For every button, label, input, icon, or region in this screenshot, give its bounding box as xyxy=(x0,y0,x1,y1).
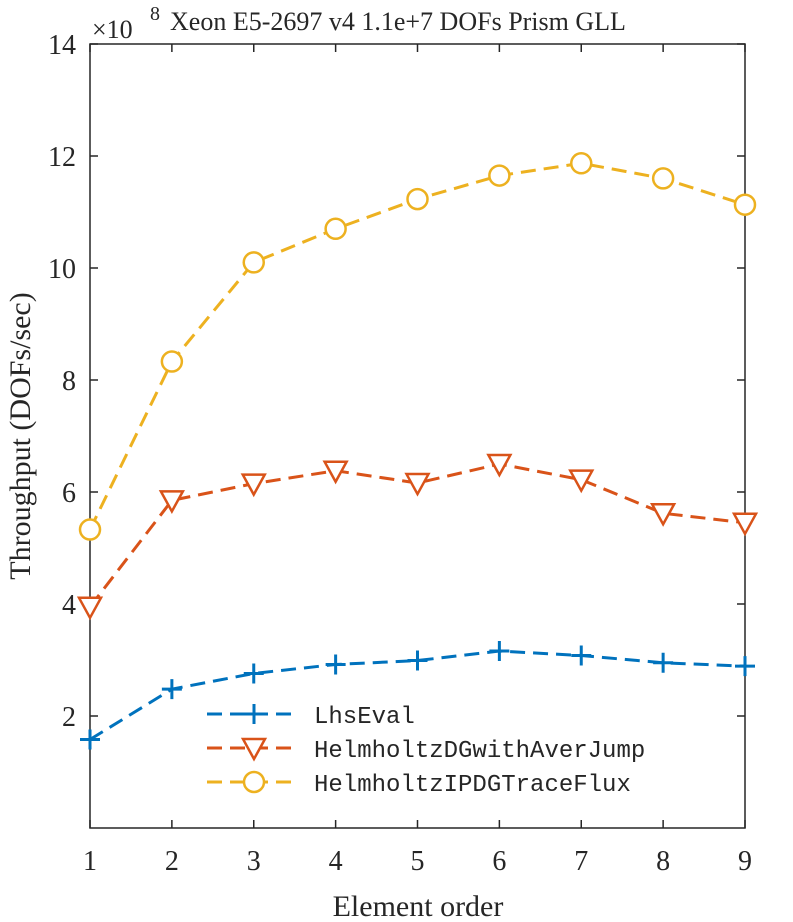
series-line-helmholtzdgwithaverjump xyxy=(88,462,746,608)
x-tick-label: 6 xyxy=(492,846,506,877)
data-point-helmholtzipdgtraceflux xyxy=(160,350,184,373)
data-point-lhseval xyxy=(80,729,100,750)
data-point-helmholtzipdgtraceflux xyxy=(324,217,347,241)
exponent-base: ×10 xyxy=(92,15,133,44)
y-axis-label: Throughput (DOFs/sec) xyxy=(4,292,37,579)
data-point-lhseval xyxy=(325,654,346,675)
data-point-helmholtzdgwithaverjump xyxy=(568,469,595,494)
chart-title: Xeon E5-2697 v4 1.1e+7 DOFs Prism GLL xyxy=(170,7,626,36)
x-tick-label: 9 xyxy=(738,846,752,877)
data-point-helmholtzdgwithaverjump xyxy=(486,453,513,478)
y-tick-label: 8 xyxy=(62,366,76,397)
data-point-lhseval xyxy=(653,652,674,673)
x-tick-label: 5 xyxy=(411,846,425,877)
x-tick-label: 8 xyxy=(656,846,670,877)
y-tick-label: 2 xyxy=(62,702,76,733)
data-point-helmholtzipdgtraceflux xyxy=(406,187,429,211)
legend-label-helmholtzdgwithaverjump: HelmholtzDGwithAverJump xyxy=(314,738,645,765)
exponent-power: 8 xyxy=(150,3,160,25)
legend-marker-helmholtzipdgtraceflux xyxy=(242,770,266,794)
data-point-helmholtzdgwithaverjump xyxy=(650,503,677,527)
y-tick-label: 6 xyxy=(62,478,76,509)
data-point-lhseval xyxy=(735,656,755,677)
data-point-lhseval xyxy=(489,641,510,662)
data-point-lhseval xyxy=(243,663,264,684)
x-tick-label: 3 xyxy=(247,846,261,877)
data-point-helmholtzdgwithaverjump xyxy=(731,512,759,537)
y-tick-label: 10 xyxy=(48,254,76,285)
series-lhseval xyxy=(80,641,755,750)
data-point-lhseval xyxy=(571,645,592,666)
data-point-lhseval xyxy=(407,650,428,671)
plot-frame xyxy=(89,43,746,829)
data-point-helmholtzipdgtraceflux xyxy=(733,193,757,216)
data-point-lhseval xyxy=(161,679,182,700)
x-tick-label: 4 xyxy=(329,846,343,877)
legend-marker-lhseval xyxy=(244,704,264,724)
data-point-helmholtzipdgtraceflux xyxy=(242,251,265,274)
series-line-lhseval xyxy=(89,649,746,741)
y-tick-label: 4 xyxy=(62,590,76,621)
series-helmholtzdgwithaverjump xyxy=(76,453,759,621)
legend-marker-helmholtzdgwithaverjump xyxy=(240,737,268,762)
data-point-helmholtzdgwithaverjump xyxy=(240,473,267,498)
series-layer xyxy=(76,152,759,750)
x-tick-label: 7 xyxy=(574,846,588,877)
legend-label-lhseval: LhsEval xyxy=(314,704,415,731)
data-point-helmholtzipdgtraceflux xyxy=(570,152,593,175)
data-point-helmholtzipdgtraceflux xyxy=(651,167,675,190)
data-point-helmholtzipdgtraceflux xyxy=(488,164,511,187)
x-tick-label: 1 xyxy=(83,846,97,877)
legend: LhsEval HelmholtzDGwithAverJump HelmholtzI… xyxy=(207,704,645,799)
data-point-helmholtzdgwithaverjump xyxy=(404,472,431,497)
x-axis-label: Element order xyxy=(333,890,504,922)
series-helmholtzipdgtraceflux xyxy=(78,152,757,541)
y-tick-label: 14 xyxy=(48,30,76,61)
data-point-helmholtzdgwithaverjump xyxy=(322,460,349,485)
legend-label-helmholtzipdgtraceflux: HelmholtzIPDGTraceFlux xyxy=(314,772,631,799)
data-point-helmholtzipdgtraceflux xyxy=(78,518,102,541)
x-tick-label: 2 xyxy=(165,846,179,877)
data-point-helmholtzdgwithaverjump xyxy=(158,490,185,514)
y-tick-label: 12 xyxy=(48,142,76,173)
data-point-helmholtzdgwithaverjump xyxy=(76,596,104,621)
